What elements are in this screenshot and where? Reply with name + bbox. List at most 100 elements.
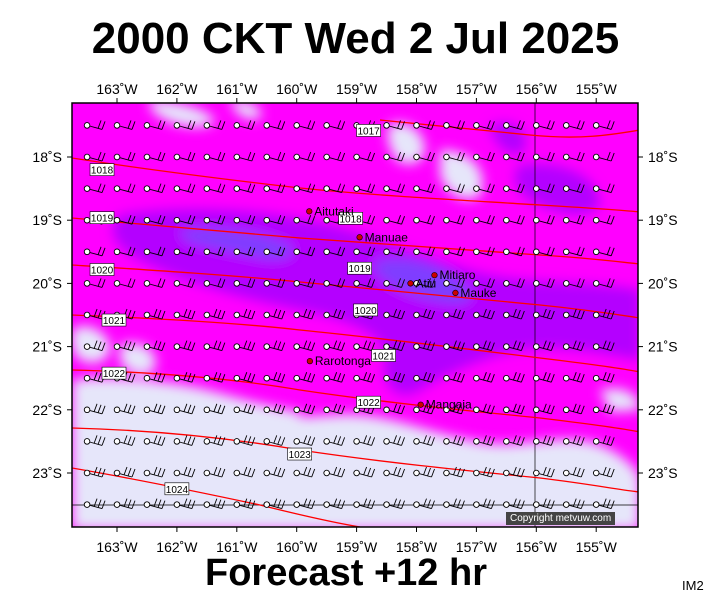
wind-barb (592, 466, 615, 478)
wind-barb (533, 435, 555, 446)
wind-barb (203, 151, 226, 162)
lon-tick-label: 159˚W (336, 539, 378, 555)
wind-barb (233, 215, 256, 225)
wind-barb (353, 246, 376, 257)
lat-tick-label: 21˚S (648, 339, 678, 355)
isobar-label: 1019 (347, 261, 372, 275)
wind-barb (113, 246, 136, 257)
wind-barb (323, 308, 346, 320)
wind-barb (143, 466, 166, 478)
lon-tick-label: 157˚W (456, 539, 498, 555)
svg-text:Mauke: Mauke (460, 286, 496, 300)
wind-barb (533, 215, 555, 225)
lon-tick-label: 161˚W (216, 539, 258, 555)
wind-barb (233, 340, 256, 352)
wind-barb (113, 340, 136, 352)
isobar-label: 1020 (353, 303, 378, 317)
wind-barb (443, 308, 465, 320)
wind-barb (592, 215, 615, 225)
wind-barb (413, 498, 435, 510)
wind-barb (503, 151, 525, 162)
wind-barb (592, 308, 615, 320)
wind-barb (263, 215, 286, 225)
svg-text:1018: 1018 (91, 166, 114, 177)
wind-barb (173, 120, 196, 130)
place-mauke: Mauke (452, 286, 497, 300)
wind-barb (592, 372, 615, 383)
wind-barb (293, 340, 316, 352)
wind-barb (293, 403, 316, 415)
wind-barb (203, 340, 226, 352)
wind-barb (383, 372, 405, 383)
wind-barb (233, 120, 256, 130)
lon-tick-label: 159˚W (336, 81, 378, 97)
wind-barb (233, 151, 256, 162)
wind-barb (473, 466, 495, 478)
wind-barb (233, 183, 256, 194)
wind-barb (503, 183, 525, 194)
image-id-label: IM2 (682, 578, 704, 593)
wind-barb (83, 466, 106, 478)
wind-barb (203, 308, 226, 320)
wind-barb (263, 278, 286, 288)
wind-barb (592, 278, 615, 288)
wind-barb (293, 278, 316, 288)
isobar-label: 1018 (89, 163, 115, 177)
wind-barb (263, 372, 286, 383)
wind-barb (203, 278, 226, 288)
wind-barb (173, 498, 196, 510)
wind-barb (233, 278, 256, 288)
wind-barb (503, 308, 525, 320)
wind-barb (383, 246, 405, 257)
wind-barb (263, 498, 286, 510)
lat-tick-label: 22˚S (648, 402, 678, 418)
lon-tick-label: 157˚W (456, 81, 498, 97)
isobar-label: 1021 (371, 349, 396, 362)
lat-tick-label: 22˚S (32, 402, 62, 418)
svg-text:1020: 1020 (354, 306, 377, 317)
wind-barb (383, 183, 405, 194)
isobar-label: 1017 (356, 124, 381, 137)
wind-barb (323, 435, 346, 446)
wind-barb (592, 183, 615, 194)
wind-barb (443, 340, 465, 352)
wind-barb (473, 183, 495, 194)
lon-tick-label: 158˚W (396, 539, 438, 555)
lat-tick-label: 19˚S (32, 212, 62, 228)
svg-text:1019: 1019 (91, 214, 114, 225)
wind-barb (383, 308, 405, 320)
lat-tick-label: 19˚S (648, 212, 678, 228)
wind-barb (233, 308, 256, 320)
wind-barb (533, 278, 555, 288)
wind-barb (83, 498, 106, 510)
wind-barb (503, 435, 525, 446)
wind-barb (473, 403, 495, 415)
wind-barb (293, 183, 316, 194)
wind-barb (592, 340, 615, 352)
wind-barb (263, 151, 286, 162)
wind-barb (413, 340, 435, 352)
isobar-label: 1024 (164, 482, 190, 496)
wind-barb (203, 246, 226, 257)
wind-barb (143, 435, 166, 446)
wind-barb (563, 372, 585, 383)
wind-barb (563, 120, 585, 130)
wind-barb (503, 215, 525, 225)
place-mitiaro: Mitiaro (431, 268, 476, 282)
wind-barb (443, 120, 465, 130)
wind-barb (592, 151, 615, 162)
isobar-label: 1020 (89, 263, 115, 276)
place-mangaia: Mangaia (417, 398, 472, 412)
axis-ticks: 163˚W 163˚W 162˚W 162˚W 161˚W 161˚W 160˚W 160˚W… (32, 81, 677, 555)
wind-barb (443, 151, 465, 162)
wind-barb (563, 308, 585, 320)
wind-barb (143, 308, 166, 320)
wind-barb (563, 466, 585, 478)
place-atiu: Atiu (407, 276, 436, 290)
wind-barb (563, 278, 585, 288)
lon-tick-label: 162˚W (156, 539, 198, 555)
wind-barb (353, 151, 376, 162)
wind-barb (473, 278, 495, 288)
wind-barb (353, 183, 376, 194)
